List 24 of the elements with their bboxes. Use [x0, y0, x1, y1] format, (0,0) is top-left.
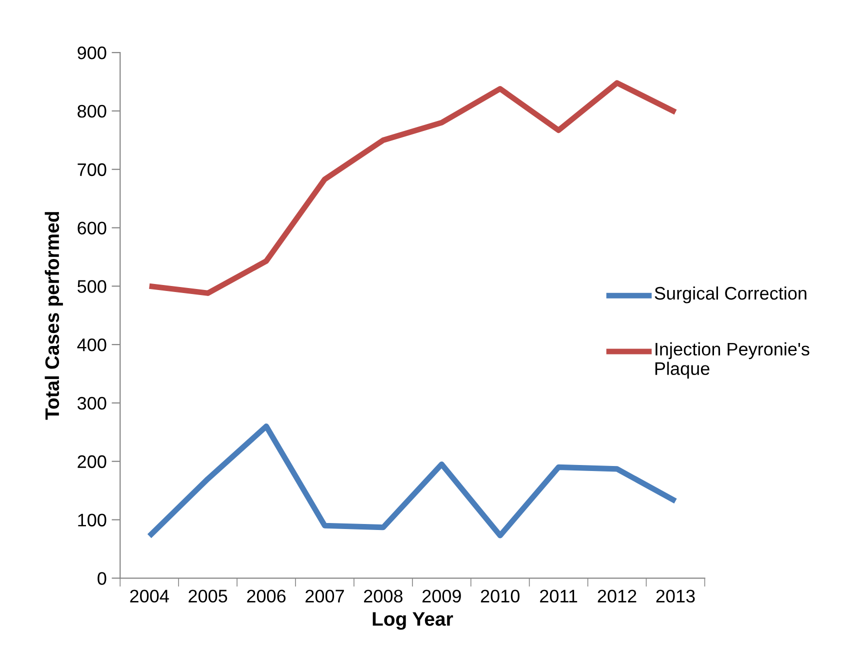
y-tick-label: 100: [78, 514, 106, 526]
x-tick-label: 2004: [130, 590, 169, 603]
x-tick-label: 2006: [247, 590, 286, 603]
x-tick-label: 2013: [656, 590, 695, 603]
y-tick-label: 300: [78, 396, 106, 410]
x-axis-title: Log Year: [372, 612, 454, 630]
y-tick-label: 0: [98, 572, 106, 585]
x-tick-label: 2012: [598, 590, 636, 603]
x-tick-label: 2007: [306, 590, 344, 603]
x-tick-label: 2009: [422, 590, 461, 603]
y-tick-label: 800: [78, 104, 106, 118]
y-tick-label: 500: [78, 280, 106, 293]
x-tick-label: 2010: [480, 590, 520, 603]
y-tick-label: 400: [77, 338, 106, 352]
x-tick-label: 2008: [364, 590, 402, 603]
y-axis-title: Total Cases performed: [44, 212, 63, 420]
legend-label: Surgical Correction: [654, 286, 806, 304]
y-tick-label: 200: [78, 455, 106, 468]
y-tick-label: 700: [78, 163, 106, 176]
legend-label: Injection Peyronie's Plaque: [655, 342, 810, 379]
y-tick-label: 900: [78, 46, 106, 60]
x-tick-label: 2011: [540, 590, 578, 603]
y-tick-label: 600: [78, 222, 106, 234]
x-tick-label: 2005: [188, 590, 228, 603]
